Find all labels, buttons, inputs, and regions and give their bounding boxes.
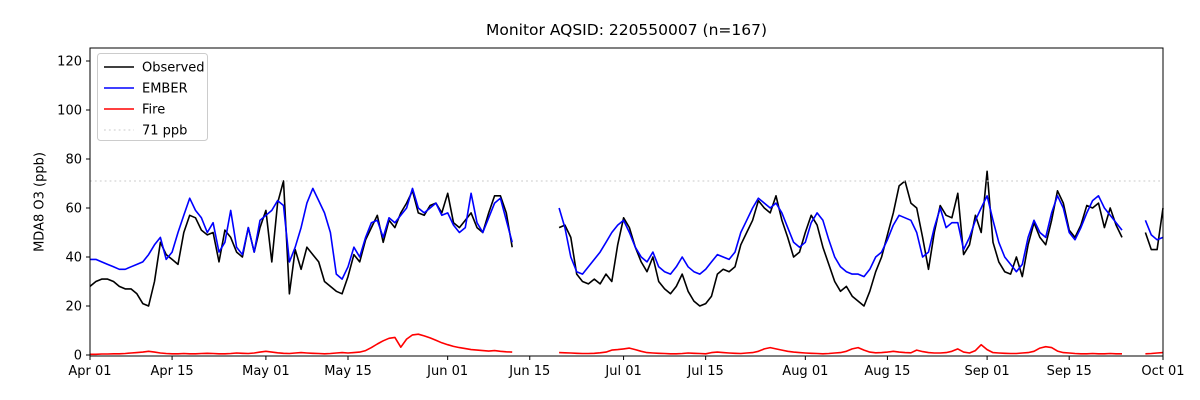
y-tick-label: 40 xyxy=(65,251,82,266)
x-tick-label: Jun 01 xyxy=(426,364,468,379)
x-tick-label: Apr 01 xyxy=(68,364,111,379)
x-tick-label: Apr 15 xyxy=(151,364,194,379)
y-axis: 0 20 40 60 80 100 120 xyxy=(57,55,90,364)
legend-label-ember: EMBER xyxy=(142,82,188,97)
observed-line xyxy=(89,170,1164,307)
x-tick-label: May 15 xyxy=(324,364,372,379)
y-tick-label: 100 xyxy=(57,104,82,119)
ember-line xyxy=(90,187,1164,280)
x-tick-label: Sep 15 xyxy=(1047,364,1092,379)
plot-border xyxy=(89,47,1164,357)
y-tick-label: 0 xyxy=(74,349,82,364)
legend: Observed EMBER Fire 71 ppb xyxy=(97,53,208,141)
x-tick-label: Jul 01 xyxy=(604,364,641,379)
y-tick-label: 120 xyxy=(57,55,82,70)
legend-label-fire: Fire xyxy=(142,103,165,118)
y-tick-label: 20 xyxy=(65,300,82,315)
x-tick-label: Jul 15 xyxy=(686,364,723,379)
chart-title: Monitor AQSID: 220550007 (n=167) xyxy=(485,21,768,39)
x-tick-label: Sep 01 xyxy=(965,364,1010,379)
fire-line xyxy=(90,333,1164,356)
y-tick-label: 80 xyxy=(65,153,82,168)
x-tick-label: Oct 01 xyxy=(1141,364,1184,379)
legend-box xyxy=(97,53,208,141)
x-axis: Apr 01 Apr 15 May 01 May 15 Jun 01 Jun 15 Jul … xyxy=(68,356,1185,379)
x-tick-label: Aug 01 xyxy=(782,364,828,379)
x-tick-label: Aug 15 xyxy=(864,364,910,379)
legend-label-71-ppb: 71 ppb xyxy=(142,124,187,139)
x-tick-label: May 01 xyxy=(242,364,290,379)
legend-label-observed: Observed xyxy=(142,61,205,76)
x-tick-label: Jun 15 xyxy=(508,364,550,379)
y-tick-label: 60 xyxy=(65,202,82,217)
